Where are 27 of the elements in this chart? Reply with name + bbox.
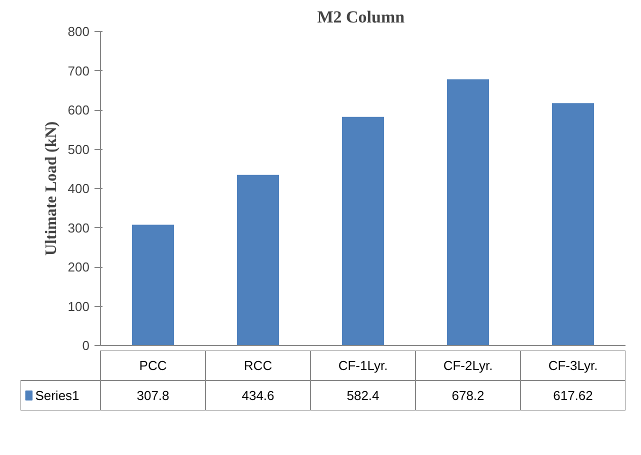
y-tick-label: 700: [68, 63, 90, 78]
bar: [447, 79, 489, 346]
x-tick-label: CF-1Lyr.: [338, 358, 388, 373]
data-label: 678.2: [452, 388, 484, 403]
y-tick-label: 400: [68, 181, 90, 196]
data-label: 307.8: [136, 388, 170, 403]
bar: [237, 174, 279, 346]
data-label: 582.4: [346, 388, 380, 403]
y-tick-label: 100: [68, 298, 90, 314]
y-tick-label: 300: [68, 220, 90, 236]
y-tick-label: 0: [82, 338, 90, 353]
x-tick-label: CF-2Lyr.: [443, 358, 493, 373]
bar: [552, 103, 594, 346]
y-axis-title: Ultimate Load (kN): [42, 121, 60, 256]
data-label: 617.62: [553, 388, 593, 403]
y-tick-label: 600: [68, 102, 90, 118]
y-tick-label: 500: [68, 142, 90, 157]
x-tick-label: RCC: [244, 358, 272, 373]
x-tick-label: CF-3Lyr.: [548, 358, 598, 373]
y-tick-label: 200: [68, 260, 90, 274]
chart-title: M2 Column: [317, 8, 406, 26]
legend-label: Series1: [35, 388, 80, 403]
bar: [132, 224, 174, 346]
data-label: 434.6: [242, 388, 274, 403]
x-tick-label: PCC: [139, 358, 167, 373]
y-tick-label: 800: [68, 24, 90, 39]
bar: [342, 116, 384, 346]
